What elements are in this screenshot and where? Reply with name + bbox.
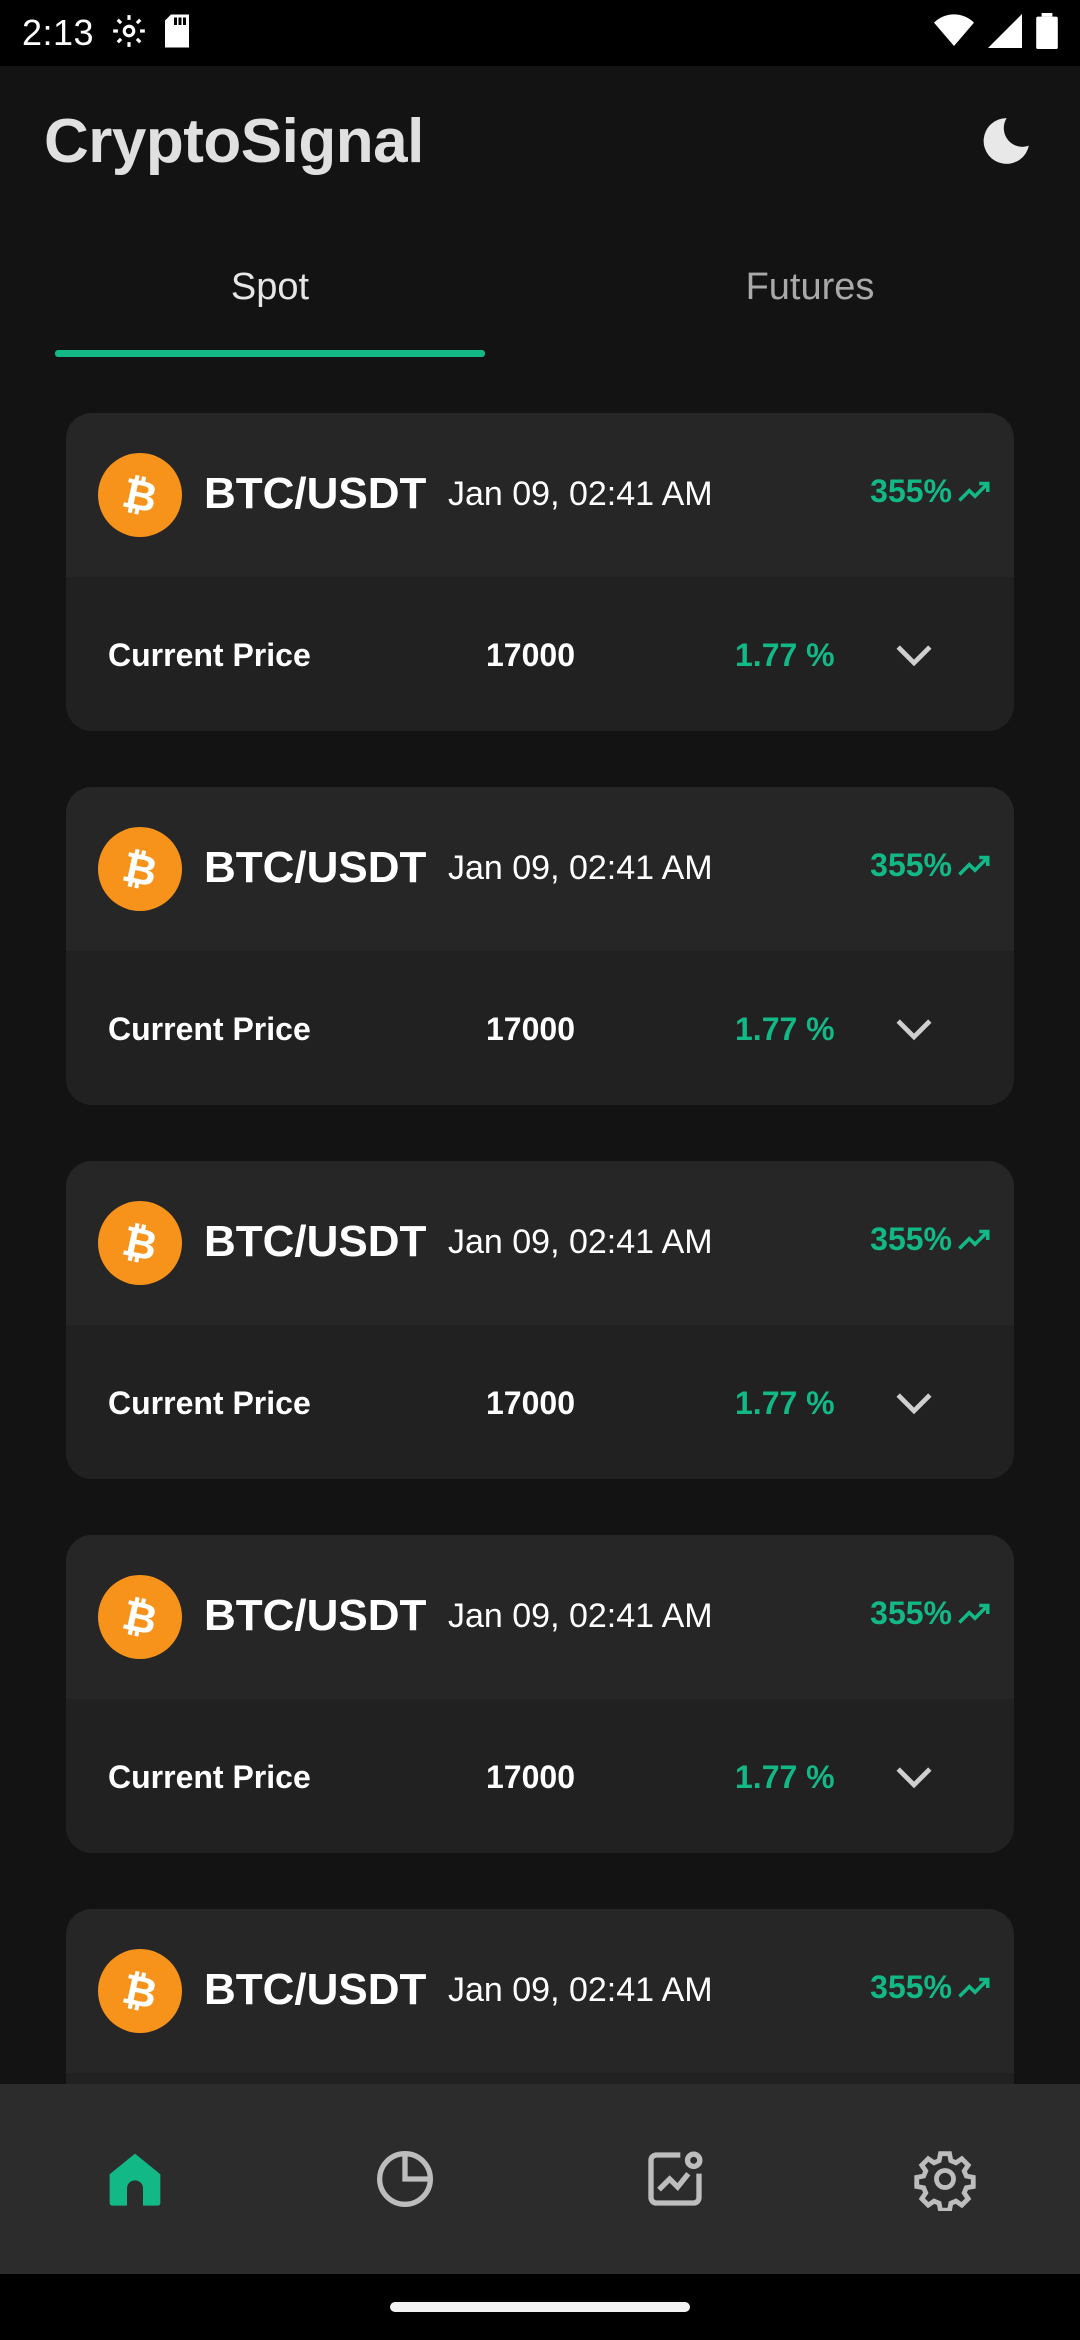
expand-button[interactable] [886, 1749, 942, 1805]
nav-settings[interactable] [895, 2129, 995, 2229]
price-change: 1.77 % [735, 1759, 835, 1795]
svg-text:₿: ₿ [118, 1218, 161, 1268]
trending-up-icon [958, 1977, 990, 1998]
signal-card-header [66, 1535, 1014, 1699]
price-change: 1.77 % [735, 637, 835, 673]
pair-name: BTC/USDT [204, 1217, 427, 1266]
signal-date: Jan 09, 02:41 AM [448, 1223, 713, 1261]
current-price-label: Current Price [108, 1011, 311, 1047]
tab-bar: Spot Futures [0, 216, 1080, 358]
pair-name: BTC/USDT [204, 1965, 427, 2014]
gain-badge: 355% [870, 1969, 992, 2006]
signal-card[interactable]: ₿ BTC/USDT Jan 09, 02:41 AM 355% Current… [66, 1161, 1014, 1479]
gesture-handle[interactable] [390, 2302, 690, 2312]
nav-home[interactable] [85, 2129, 185, 2229]
gain-value: 355% [870, 1969, 952, 2005]
tab-spot[interactable]: Spot [230, 265, 310, 308]
bottom-navigation [0, 2084, 1080, 2274]
settings-gear-icon [110, 12, 148, 55]
home-icon [109, 2153, 161, 2206]
signal-date: Jan 09, 02:41 AM [448, 475, 713, 513]
bitcoin-icon: ₿ [98, 1575, 182, 1659]
signal-card[interactable]: ₿ BTC/USDT Jan 09, 02:41 AM 355% Current… [66, 1535, 1014, 1853]
bitcoin-icon: ₿ [98, 453, 182, 537]
signal-date: Jan 09, 02:41 AM [448, 849, 713, 887]
gain-badge: 355% [870, 1595, 992, 1632]
pair-name: BTC/USDT [204, 1591, 427, 1640]
bitcoin-icon: ₿ [98, 1201, 182, 1285]
signal-card-header [66, 1909, 1014, 2073]
status-bar: 2:13 [0, 0, 1080, 66]
gain-value: 355% [870, 1221, 952, 1257]
gain-badge: 355% [870, 1221, 992, 1258]
pie-chart-icon [377, 2151, 433, 2207]
sd-card-icon [162, 13, 192, 54]
signal-card[interactable]: ₿ BTC/USDT Jan 09, 02:41 AM 355% Current… [66, 1909, 1014, 2084]
svg-text:₿: ₿ [118, 470, 161, 520]
bitcoin-icon: ₿ [98, 827, 182, 911]
analytics-icon [648, 2151, 703, 2206]
chevron-down-icon [896, 645, 932, 667]
current-price-value: 17000 [486, 637, 575, 673]
current-price-label: Current Price [108, 1385, 311, 1421]
chevron-down-icon [896, 1767, 932, 1789]
expand-button[interactable] [886, 1001, 942, 1057]
app-title: CryptoSignal [44, 106, 424, 176]
trending-up-icon [958, 1229, 990, 1250]
active-tab-indicator [55, 350, 485, 357]
gain-value: 355% [870, 1595, 952, 1631]
chevron-down-icon [896, 1019, 932, 1041]
tab-futures[interactable]: Futures [745, 265, 875, 308]
expand-button[interactable] [886, 1375, 942, 1431]
pair-name: BTC/USDT [204, 843, 427, 892]
signal-date: Jan 09, 02:41 AM [448, 1971, 713, 2009]
expand-button[interactable] [886, 627, 942, 683]
signal-list[interactable]: ₿ BTC/USDT Jan 09, 02:41 AM 355% Current… [0, 358, 1080, 2084]
current-price-label: Current Price [108, 1759, 311, 1795]
gain-value: 355% [870, 847, 952, 883]
signal-card-header [66, 787, 1014, 951]
chevron-down-icon [896, 1393, 932, 1415]
signal-card-header [66, 413, 1014, 577]
moon-icon [983, 118, 1029, 164]
dark-mode-toggle[interactable] [976, 111, 1036, 171]
signal-card[interactable]: ₿ BTC/USDT Jan 09, 02:41 AM 355% Current… [66, 787, 1014, 1105]
signal-card[interactable]: ₿ BTC/USDT Jan 09, 02:41 AM 355% Current… [66, 413, 1014, 731]
status-time: 2:13 [22, 12, 95, 53]
trending-up-icon [958, 855, 990, 876]
nav-portfolio[interactable] [355, 2129, 455, 2229]
signal-icon [988, 13, 1022, 53]
signal-card-header [66, 1161, 1014, 1325]
trending-up-icon [958, 481, 990, 502]
wifi-icon [934, 13, 974, 53]
system-gesture-area [0, 2274, 1080, 2340]
svg-text:₿: ₿ [118, 844, 161, 894]
app-header: CryptoSignal [0, 66, 1080, 216]
current-price-value: 17000 [486, 1385, 575, 1421]
nav-analytics[interactable] [625, 2129, 725, 2229]
svg-text:₿: ₿ [118, 1592, 161, 1642]
current-price-label: Current Price [108, 637, 311, 673]
svg-text:₿: ₿ [118, 1966, 161, 2016]
pair-name: BTC/USDT [204, 469, 427, 518]
trending-up-icon [958, 1603, 990, 1624]
price-change: 1.77 % [735, 1385, 835, 1421]
gain-badge: 355% [870, 847, 992, 884]
settings-icon [914, 2151, 976, 2211]
battery-icon [1036, 12, 1058, 54]
current-price-value: 17000 [486, 1759, 575, 1795]
gain-badge: 355% [870, 473, 992, 510]
price-change: 1.77 % [735, 1011, 835, 1047]
signal-date: Jan 09, 02:41 AM [448, 1597, 713, 1635]
current-price-value: 17000 [486, 1011, 575, 1047]
bitcoin-icon: ₿ [98, 1949, 182, 2033]
gain-value: 355% [870, 473, 952, 509]
